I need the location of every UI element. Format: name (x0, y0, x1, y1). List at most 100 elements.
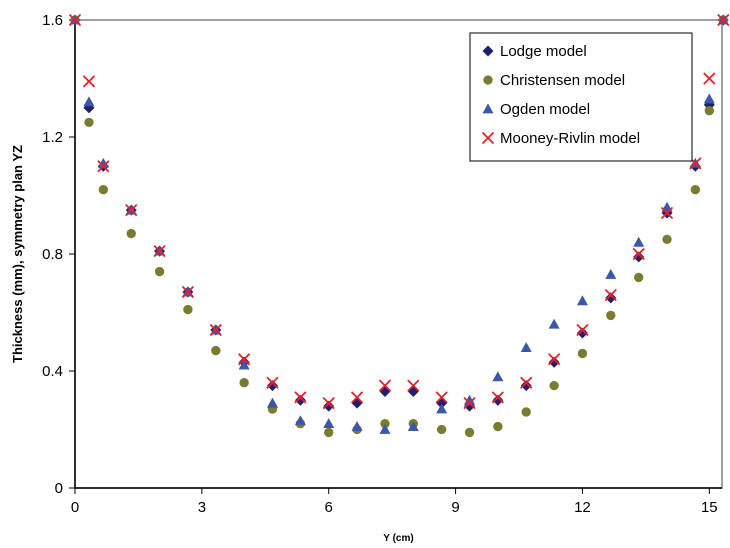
data-point-triangle (351, 421, 363, 431)
data-point-x (82, 75, 96, 88)
y-tick-label: 1.2 (42, 129, 63, 146)
legend-box (469, 32, 693, 162)
data-point-x (68, 13, 82, 27)
x-tick-label: 9 (451, 499, 459, 516)
data-point-x (576, 323, 589, 337)
data-point-circle (239, 378, 249, 388)
data-point-x (547, 353, 561, 366)
data-point-diamond (633, 251, 645, 263)
x-tick-label: 0 (71, 499, 79, 516)
legend-label: Christensen model (500, 72, 625, 89)
data-point-triangle (323, 418, 335, 429)
data-point-triangle (482, 103, 494, 114)
data-point-circle (521, 407, 531, 417)
data-point-triangle (605, 268, 617, 279)
data-points (68, 13, 730, 438)
data-point-triangle (294, 415, 306, 426)
data-point-triangle (464, 394, 476, 405)
data-point-triangle (548, 318, 560, 329)
legend-item: Christensen model (483, 72, 625, 89)
data-point-circle (493, 421, 503, 432)
data-point-diamond (294, 394, 306, 406)
data-point-circle (380, 418, 390, 429)
legend: Lodge model Christensen model Ogden model M… (469, 32, 693, 162)
legend-label: Ogden model (500, 101, 590, 118)
data-point-diamond (548, 356, 560, 368)
data-point-circle (606, 310, 616, 321)
data-point-triangle (436, 403, 448, 414)
data-point-circle (154, 266, 165, 277)
data-point-x (632, 247, 645, 261)
x-axis-title: Y (cm) (383, 533, 413, 544)
data-point-circle (662, 234, 672, 245)
data-point-triangle (520, 342, 532, 352)
data-point-x (181, 285, 195, 299)
x-tick-label: 15 (701, 499, 718, 516)
data-point-circle (483, 75, 493, 85)
data-point-diamond (576, 327, 588, 339)
data-point-triangle (83, 96, 95, 107)
data-point-circle (464, 427, 475, 438)
data-point-x (407, 379, 420, 392)
data-point-diamond (323, 400, 335, 412)
data-point-triangle (379, 424, 391, 434)
data-point-x (350, 391, 364, 404)
legend-item: Ogden model (482, 101, 590, 118)
data-point-x (435, 391, 448, 404)
data-point-x (322, 397, 335, 410)
data-point-x (378, 379, 392, 392)
data-point-circle (211, 345, 221, 356)
data-point-x (294, 391, 307, 404)
data-point-x (238, 353, 251, 366)
data-point-circle (98, 184, 109, 195)
data-point-triangle (703, 93, 715, 104)
data-point-x (153, 244, 166, 258)
data-point-diamond (351, 397, 363, 409)
y-tick-label: 0.4 (42, 363, 63, 380)
data-point-triangle (407, 421, 419, 431)
data-point-circle (436, 424, 447, 435)
data-point-diamond (482, 45, 494, 57)
x-tick-label: 6 (325, 499, 333, 516)
y-tick-label: 1.6 (42, 12, 63, 29)
data-point-diamond (492, 394, 504, 406)
data-point-triangle (266, 397, 278, 408)
data-point-x (491, 391, 505, 404)
y-axis-title: Thickness (mm), symmetry plan YZ (10, 145, 25, 363)
series-mooney-rivlin-model (68, 13, 730, 410)
data-point-circle (84, 117, 94, 128)
data-point-triangle (97, 157, 109, 168)
x-tick-label: 12 (574, 499, 591, 516)
legend-item: Lodge model (482, 43, 587, 60)
data-point-circle (704, 106, 714, 116)
data-point-diamond (407, 385, 419, 397)
legend-label: Mooney-Rivlin model (500, 130, 640, 147)
data-point-diamond (379, 385, 391, 397)
x-axis-ticks: 0 3 6 9 12 15 (71, 488, 718, 516)
data-point-circle (324, 427, 334, 438)
data-point-diamond (266, 380, 278, 392)
data-point-triangle (238, 359, 250, 370)
data-point-x (463, 397, 476, 410)
data-point-triangle (492, 371, 504, 382)
data-point-x (717, 13, 730, 27)
data-point-triangle (576, 295, 588, 306)
data-point-x (660, 206, 674, 220)
data-point-circle (577, 348, 588, 359)
data-point-x (209, 323, 222, 337)
y-axis-ticks: 0 0.4 0.8 1.2 1.6 (42, 12, 75, 497)
y-tick-label: 0.8 (42, 246, 63, 263)
data-point-circle (126, 228, 136, 239)
data-point-circle (634, 272, 644, 283)
legend-label: Lodge model (500, 43, 587, 60)
x-tick-label: 3 (198, 499, 206, 516)
data-point-x (703, 72, 716, 85)
data-point-circle (183, 304, 193, 315)
data-point-triangle (633, 236, 645, 247)
data-point-x (97, 160, 110, 173)
legend-item: Mooney-Rivlin model (481, 130, 640, 147)
data-point-diamond (520, 380, 532, 392)
data-point-circle (549, 380, 559, 391)
y-tick-label: 0 (55, 480, 63, 497)
